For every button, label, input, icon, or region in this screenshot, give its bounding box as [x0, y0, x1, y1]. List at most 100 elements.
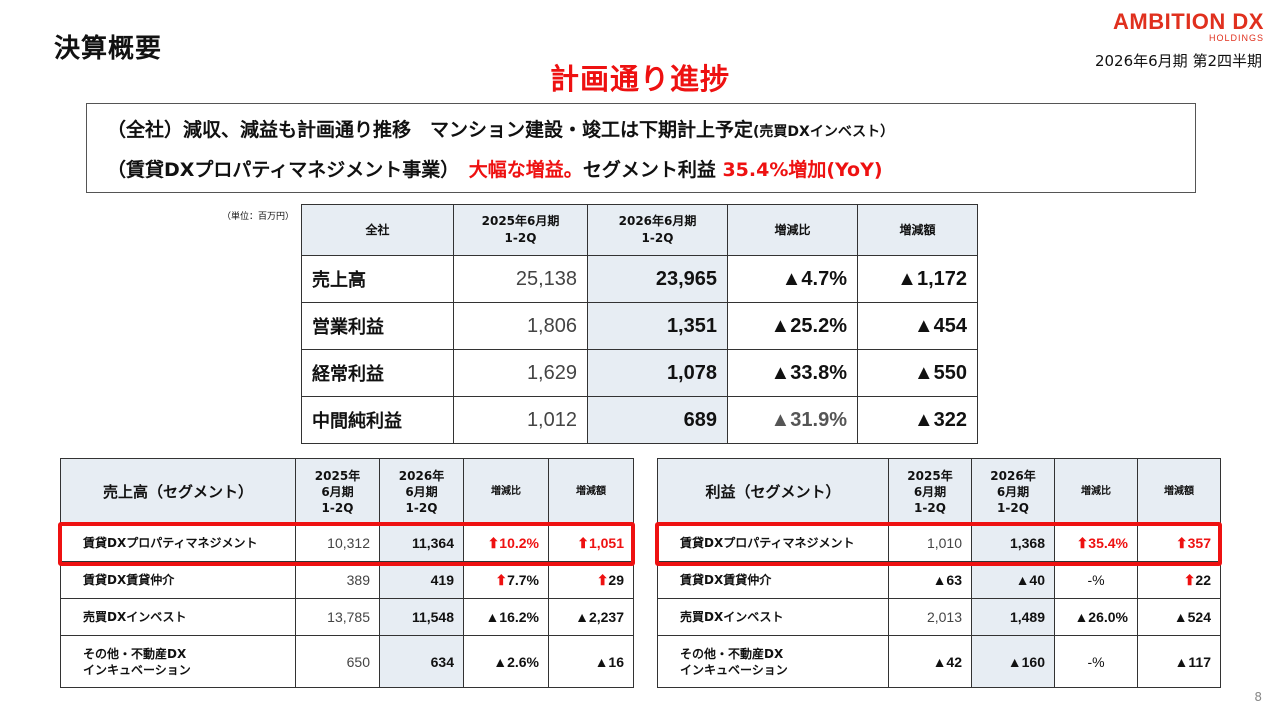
current-value: 634: [379, 635, 464, 688]
table-row: 賃貸DXプロパティマネジメント 10,312 11,364 ⬆10.2% ⬆1,…: [60, 524, 634, 562]
table-row: 経常利益 1,629 1,078 ▲33.8% ▲550: [301, 349, 978, 397]
change-amount: ▲2,237: [548, 598, 634, 636]
current-value: 1,368: [971, 524, 1055, 562]
logo-sub: HOLDINGS: [1208, 33, 1264, 43]
column-header: 2026年6月期 1-2Q: [587, 204, 728, 256]
table-row: その他・不動産DX インキュベーション 650 634 ▲2.6% ▲16: [60, 635, 634, 688]
column-header: 2026年 6月期 1-2Q: [379, 458, 464, 525]
headline: 計画通り進捗: [549, 62, 730, 96]
table-row: 中間純利益 1,012 689 ▲31.9% ▲322: [301, 396, 978, 444]
change-amount: ⬆29: [548, 561, 634, 599]
logo-brand: AMBITION DX: [1113, 9, 1264, 34]
change-ratio: ▲26.0%: [1054, 598, 1138, 636]
change-amount: ▲550: [857, 349, 978, 397]
change-amount: ▲117: [1137, 635, 1221, 688]
change-ratio: ▲16.2%: [463, 598, 549, 636]
change-amount: ▲322: [857, 396, 978, 444]
table-row: 賃貸DX賃貸仲介 ▲63 ▲40 -% ⬆22: [657, 561, 1221, 599]
page-number: 8: [1254, 690, 1262, 704]
row-label: 賃貸DX賃貸仲介: [657, 561, 889, 599]
summary-line-1: （全社）減収、減益も計画通り推移 マンション建設・竣工は下期計上予定(売買DXイ…: [107, 118, 1195, 144]
highlight-frame-sales: [58, 522, 635, 566]
column-header: 2025年 6月期 1-2Q: [295, 458, 380, 525]
prev-value: 1,012: [453, 396, 588, 444]
column-header: 売上高（セグメント）: [60, 458, 296, 525]
change-ratio: ▲4.7%: [727, 255, 858, 303]
prev-value: 1,806: [453, 302, 588, 350]
column-header: 増減比: [727, 204, 858, 256]
column-header: 利益（セグメント）: [657, 458, 889, 525]
table-row: 賃貸DX賃貸仲介 389 419 ⬆7.7% ⬆29: [60, 561, 634, 599]
summary-line-2-segment: （賃貸DXプロパティマネジメント事業）: [107, 159, 469, 181]
change-ratio: ▲25.2%: [727, 302, 858, 350]
prev-value: 2,013: [888, 598, 972, 636]
summary-line-1-note: (売買DXインベスト）: [753, 124, 895, 140]
column-header: 増減比: [463, 458, 549, 525]
change-ratio: -%: [1054, 635, 1138, 688]
change-amount-value: 22: [1195, 571, 1211, 588]
current-value: 689: [587, 396, 728, 444]
current-value: 1,351: [587, 302, 728, 350]
change-ratio: ▲31.9%: [727, 396, 858, 444]
prev-value: ▲63: [888, 561, 972, 599]
column-header: 増減比: [1054, 458, 1138, 525]
change-amount: ⬆22: [1137, 561, 1221, 599]
fiscal-period: 2026年6月期 第2四半期: [1094, 52, 1262, 70]
column-header: 2025年 6月期 1-2Q: [888, 458, 972, 525]
prev-value: 389: [295, 561, 380, 599]
column-header: 増減額: [548, 458, 634, 525]
company-logo: AMBITION DX HOLDINGS: [1113, 9, 1264, 44]
prev-value: 1,010: [888, 524, 972, 562]
column-header: 全社: [301, 204, 454, 256]
change-amount: ▲454: [857, 302, 978, 350]
summary-line-2-growth: 35.4%増加(YoY): [722, 159, 883, 181]
current-value: 1,489: [971, 598, 1055, 636]
table-row: 売上高 25,138 23,965 ▲4.7% ▲1,172: [301, 255, 978, 303]
change-amount: ▲1,172: [857, 255, 978, 303]
table-row: 営業利益 1,806 1,351 ▲25.2% ▲454: [301, 302, 978, 350]
row-label: 賃貸DX賃貸仲介: [60, 561, 296, 599]
current-value: 11,548: [379, 598, 464, 636]
column-header: 増減額: [1137, 458, 1221, 525]
table-header-row: 利益（セグメント） 2025年 6月期 1-2Q 2026年 6月期 1-2Q …: [657, 458, 1221, 525]
prev-value: 1,629: [453, 349, 588, 397]
sales-segment-table: 売上高（セグメント） 2025年 6月期 1-2Q 2026年 6月期 1-2Q…: [60, 458, 634, 688]
change-ratio: -%: [1054, 561, 1138, 599]
summary-line-2-highlight: 大幅な増益。: [468, 159, 583, 181]
row-label: 売買DXインベスト: [60, 598, 296, 636]
row-label: 経常利益: [301, 349, 454, 397]
summary-box: （全社）減収、減益も計画通り推移 マンション建設・竣工は下期計上予定(売買DXイ…: [86, 103, 1196, 193]
profit-segment-table: 利益（セグメント） 2025年 6月期 1-2Q 2026年 6月期 1-2Q …: [657, 458, 1221, 688]
current-value: 23,965: [587, 255, 728, 303]
column-header: 増減額: [857, 204, 978, 256]
current-value: ▲160: [971, 635, 1055, 688]
change-ratio-value: 7.7%: [507, 571, 539, 588]
table-row: その他・不動産DX インキュベーション ▲42 ▲160 -% ▲117: [657, 635, 1221, 688]
change-amount: ▲16: [548, 635, 634, 688]
table-header-row: 全社 2025年6月期 1-2Q 2026年6月期 1-2Q 増減比 増減額: [301, 204, 978, 256]
summary-line-2: （賃貸DXプロパティマネジメント事業） 大幅な増益。セグメント利益 35.4%増…: [107, 158, 1195, 182]
column-header: 2026年 6月期 1-2Q: [971, 458, 1055, 525]
change-amount-value: 29: [608, 571, 624, 588]
column-header: 2025年6月期 1-2Q: [453, 204, 588, 256]
row-label: 営業利益: [301, 302, 454, 350]
row-label: その他・不動産DX インキュベーション: [657, 635, 889, 688]
row-label: その他・不動産DX インキュベーション: [60, 635, 296, 688]
row-label: 売買DXインベスト: [657, 598, 889, 636]
unit-label: （単位：百万円）: [222, 212, 295, 222]
prev-value: 650: [295, 635, 380, 688]
prev-value: 13,785: [295, 598, 380, 636]
table-row: 売買DXインベスト 2,013 1,489 ▲26.0% ▲524: [657, 598, 1221, 636]
current-value: ▲40: [971, 561, 1055, 599]
current-value: 11,364: [379, 524, 464, 562]
change-ratio: ▲33.8%: [727, 349, 858, 397]
row-label: 中間純利益: [301, 396, 454, 444]
change-ratio: ▲2.6%: [463, 635, 549, 688]
change-amount: ▲524: [1137, 598, 1221, 636]
current-value: 1,078: [587, 349, 728, 397]
table-row: 売買DXインベスト 13,785 11,548 ▲16.2% ▲2,237: [60, 598, 634, 636]
page-title: 決算概要: [54, 34, 163, 64]
prev-value: 25,138: [453, 255, 588, 303]
prev-value: ▲42: [888, 635, 972, 688]
summary-line-2-text: セグメント利益: [582, 159, 723, 181]
